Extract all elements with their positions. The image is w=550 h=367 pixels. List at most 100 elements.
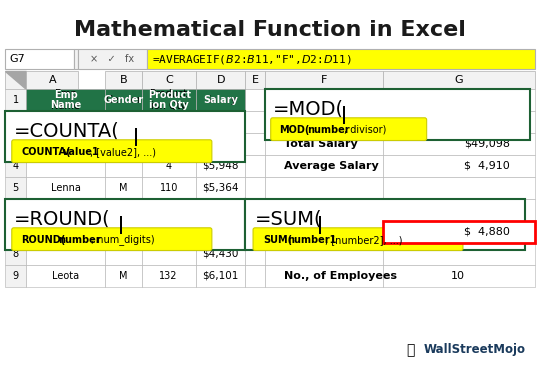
Bar	[245, 177, 265, 199]
Bar	[245, 199, 525, 250]
Text: , divisor): , divisor)	[344, 125, 387, 135]
Text: A: A	[48, 75, 56, 85]
Bar	[5, 199, 245, 250]
Text: No., of Employees: No., of Employees	[284, 271, 398, 281]
Bar	[245, 89, 265, 111]
Bar	[196, 265, 245, 287]
Text: 110: 110	[160, 183, 178, 193]
Text: $  4,880: $ 4,880	[464, 227, 510, 237]
Bar	[265, 71, 382, 89]
Text: number: number	[58, 235, 101, 245]
Bar	[5, 111, 245, 161]
Bar	[196, 89, 245, 111]
Bar	[26, 265, 105, 287]
Bar	[26, 71, 79, 89]
Bar	[26, 155, 105, 177]
Bar	[5, 111, 26, 133]
Bar	[245, 243, 265, 265]
Bar	[265, 177, 382, 199]
Bar	[26, 133, 105, 155]
Bar	[105, 89, 142, 111]
Bar	[265, 155, 382, 177]
Text: , [number2], ...): , [number2], ...)	[324, 235, 402, 245]
Bar	[343, 105, 345, 124]
Bar	[26, 221, 105, 243]
Bar	[105, 155, 142, 177]
Text: COUNTA(: COUNTA(	[21, 147, 71, 157]
Text: 9: 9	[13, 271, 19, 281]
Bar	[245, 265, 265, 287]
Text: value1: value1	[63, 147, 100, 157]
FancyBboxPatch shape	[12, 228, 212, 251]
Bar	[265, 89, 530, 139]
Bar	[245, 133, 265, 155]
Bar	[196, 111, 245, 133]
Bar	[142, 111, 196, 133]
Text: WallStreetMojo: WallStreetMojo	[424, 344, 526, 356]
Bar	[147, 49, 535, 69]
Bar	[26, 199, 105, 221]
Text: 🏠: 🏠	[406, 343, 414, 357]
Text: $6,101: $6,101	[202, 271, 239, 281]
Text: $4,893: $4,893	[202, 117, 239, 127]
Text: G: G	[454, 75, 463, 85]
Text: F: F	[321, 75, 327, 85]
Bar	[382, 155, 535, 177]
Text: SUM(: SUM(	[263, 235, 292, 245]
Bar	[142, 133, 196, 155]
Bar	[382, 221, 535, 243]
Bar	[245, 221, 265, 243]
Text: $4,430: $4,430	[202, 249, 239, 259]
Text: 7: 7	[13, 227, 19, 237]
Text: 0: 0	[166, 139, 172, 149]
Bar	[382, 221, 535, 243]
Text: 10: 10	[451, 271, 465, 281]
Text: 4: 4	[166, 117, 172, 127]
Bar	[26, 243, 105, 265]
Bar	[74, 49, 79, 69]
Bar	[196, 177, 245, 199]
Text: =MOD(: =MOD(	[273, 99, 344, 118]
FancyBboxPatch shape	[271, 118, 427, 141]
Text: Salary: Salary	[204, 95, 237, 105]
Bar	[79, 49, 147, 69]
Bar	[105, 133, 142, 155]
Text: M: M	[119, 271, 128, 281]
Text: Lenna: Lenna	[51, 183, 81, 193]
Bar	[142, 89, 196, 111]
Bar	[382, 111, 535, 133]
Bar	[105, 71, 142, 89]
Text: =ROUND(: =ROUND(	[14, 209, 111, 228]
Text: $  4,940: $ 4,940	[464, 205, 510, 215]
Bar	[319, 215, 321, 234]
Bar	[265, 243, 382, 265]
Text: 3: 3	[13, 139, 19, 149]
Bar	[105, 111, 142, 133]
Text: Average Salary: Average Salary	[284, 161, 379, 171]
Bar	[196, 221, 245, 243]
Text: $  4,910: $ 4,910	[464, 161, 510, 171]
Bar	[105, 265, 142, 287]
Text: Total Salary: Total Salary	[284, 139, 358, 149]
Text: 4: 4	[166, 161, 172, 171]
Bar	[26, 177, 105, 199]
Bar	[382, 199, 535, 221]
Bar	[265, 133, 382, 155]
Text: number: number	[307, 125, 350, 135]
Text: 132: 132	[160, 271, 178, 281]
Text: $: $	[217, 205, 224, 215]
Text: $5,948: $5,948	[202, 161, 239, 171]
Bar	[196, 199, 245, 221]
Bar	[245, 199, 265, 221]
Bar	[142, 177, 196, 199]
Bar	[26, 111, 105, 133]
Text: G7: G7	[10, 54, 25, 64]
Bar	[196, 133, 245, 155]
Bar	[142, 243, 196, 265]
Bar	[196, 243, 245, 265]
Bar	[105, 89, 142, 111]
Text: $5,443: $5,443	[202, 139, 239, 149]
Bar	[382, 243, 535, 265]
Bar	[265, 221, 382, 243]
Bar	[5, 265, 26, 287]
